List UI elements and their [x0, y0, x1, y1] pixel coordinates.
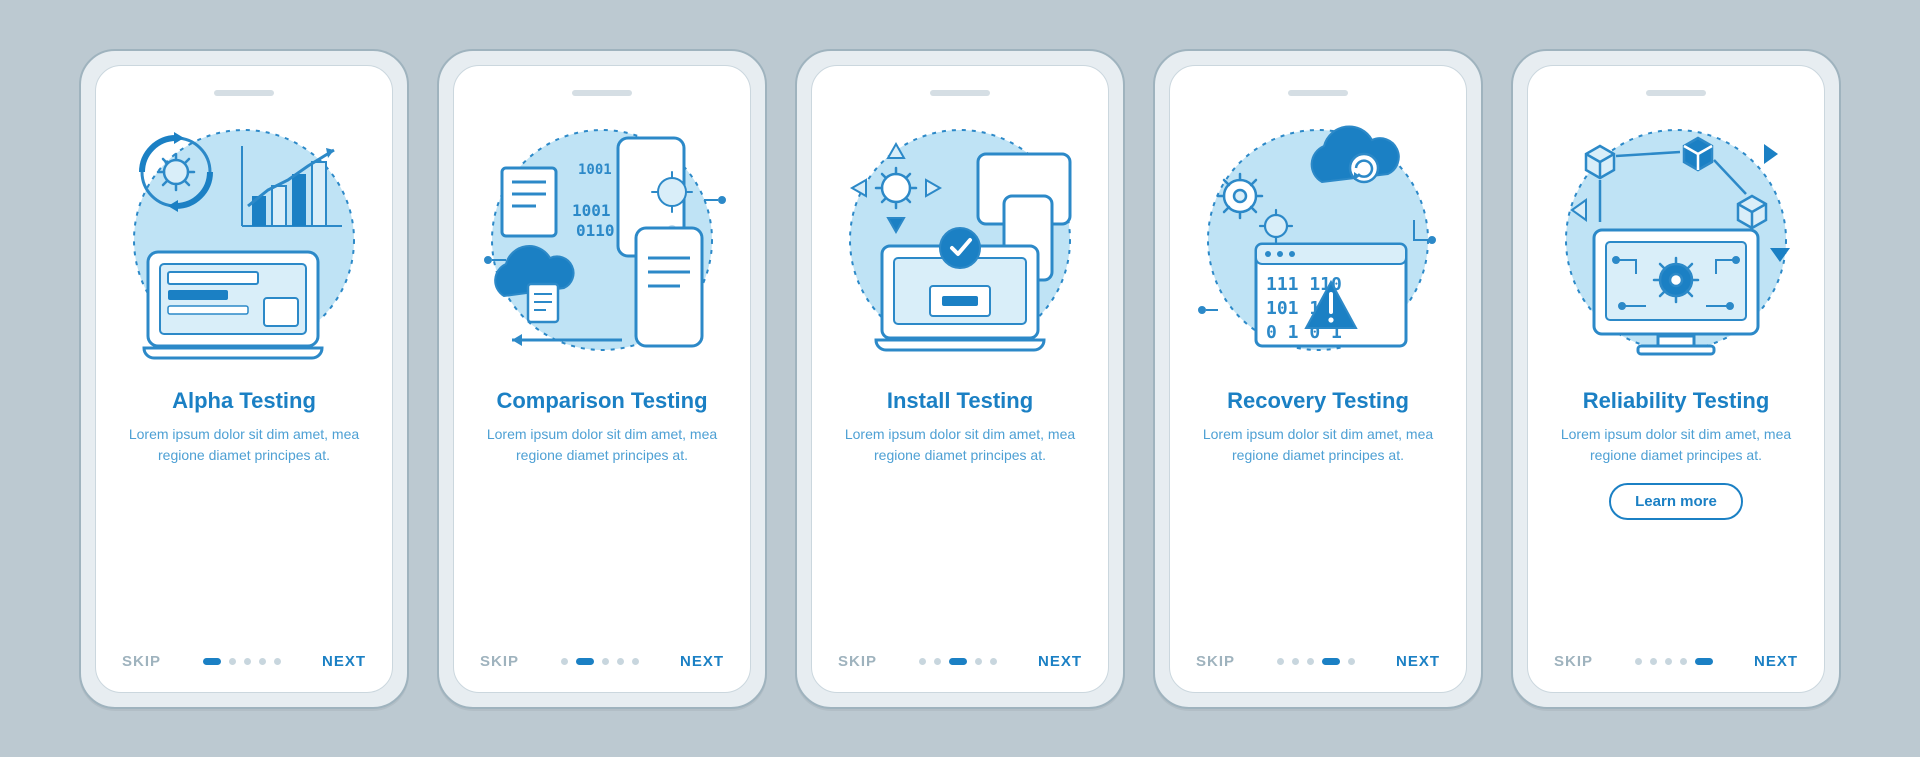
phone-mockup: Install Testing Lorem ipsum dolor sit dim… — [795, 49, 1125, 709]
onboarding-title: Reliability Testing — [1583, 388, 1770, 414]
page-dot[interactable] — [561, 658, 568, 665]
onboarding-screen: Alpha Testing Lorem ipsum dolor sit dim a… — [95, 65, 393, 693]
svg-text:1001: 1001 — [578, 162, 612, 178]
page-indicator — [919, 658, 997, 665]
page-indicator — [1635, 658, 1713, 665]
page-dot[interactable] — [259, 658, 266, 665]
onboarding-description: Lorem ipsum dolor sit dim amet, mea regi… — [1556, 424, 1796, 467]
svg-text:0110: 0110 — [576, 221, 615, 240]
skip-button[interactable]: SKIP — [838, 653, 877, 670]
page-dot[interactable] — [1277, 658, 1284, 665]
onboarding-description: Lorem ipsum dolor sit dim amet, mea regi… — [482, 424, 722, 467]
page-indicator — [1277, 658, 1355, 665]
page-dot[interactable] — [274, 658, 281, 665]
page-dot[interactable] — [203, 658, 221, 665]
recovery-illustration-icon: 111 110 101 101 0 1 0 1 — [1188, 110, 1448, 370]
page-dot[interactable] — [949, 658, 967, 665]
onboarding-footer: SKIP NEXT — [116, 653, 372, 670]
onboarding-title: Comparison Testing — [496, 388, 707, 414]
page-dot[interactable] — [975, 658, 982, 665]
svg-text:1001: 1001 — [572, 201, 611, 220]
learn-more-button[interactable]: Learn more — [1609, 483, 1743, 520]
page-dot[interactable] — [934, 658, 941, 665]
next-button[interactable]: NEXT — [1038, 653, 1082, 670]
alpha-illustration-icon — [114, 110, 374, 370]
phone-speaker — [1288, 90, 1348, 96]
page-dot[interactable] — [617, 658, 624, 665]
comparison-illustration-icon: 1001 1001 0110 — [472, 110, 732, 370]
phone-mockup: Alpha Testing Lorem ipsum dolor sit dim a… — [79, 49, 409, 709]
page-dot[interactable] — [990, 658, 997, 665]
page-dot[interactable] — [1307, 658, 1314, 665]
page-dot[interactable] — [1695, 658, 1713, 665]
page-dot[interactable] — [1680, 658, 1687, 665]
skip-button[interactable]: SKIP — [480, 653, 519, 670]
onboarding-screen: Install Testing Lorem ipsum dolor sit dim… — [811, 65, 1109, 693]
page-dot[interactable] — [229, 658, 236, 665]
onboarding-screen: 1001 1001 0110 Comparison Testing Lorem i… — [453, 65, 751, 693]
phone-speaker — [1646, 90, 1706, 96]
phone-speaker — [214, 90, 274, 96]
page-dot[interactable] — [1650, 658, 1657, 665]
onboarding-description: Lorem ipsum dolor sit dim amet, mea regi… — [840, 424, 1080, 467]
next-button[interactable]: NEXT — [1754, 653, 1798, 670]
page-dot[interactable] — [919, 658, 926, 665]
onboarding-footer: SKIP NEXT — [474, 653, 730, 670]
onboarding-footer: SKIP NEXT — [832, 653, 1088, 670]
next-button[interactable]: NEXT — [1396, 653, 1440, 670]
skip-button[interactable]: SKIP — [1196, 653, 1235, 670]
onboarding-description: Lorem ipsum dolor sit dim amet, mea regi… — [1198, 424, 1438, 467]
page-dot[interactable] — [1322, 658, 1340, 665]
onboarding-screen: Reliability Testing Lorem ipsum dolor sit… — [1527, 65, 1825, 693]
page-dot[interactable] — [1665, 658, 1672, 665]
onboarding-screen: 111 110 101 101 0 1 0 1 Recovery Testing… — [1169, 65, 1467, 693]
phone-speaker — [930, 90, 990, 96]
page-dot[interactable] — [244, 658, 251, 665]
phone-speaker — [572, 90, 632, 96]
onboarding-title: Recovery Testing — [1227, 388, 1409, 414]
reliability-illustration-icon — [1546, 110, 1806, 370]
page-dot[interactable] — [576, 658, 594, 665]
skip-button[interactable]: SKIP — [122, 653, 161, 670]
page-dot[interactable] — [632, 658, 639, 665]
page-indicator — [203, 658, 281, 665]
page-indicator — [561, 658, 639, 665]
install-illustration-icon — [830, 110, 1090, 370]
onboarding-footer: SKIP NEXT — [1548, 653, 1804, 670]
page-dot[interactable] — [1292, 658, 1299, 665]
onboarding-title: Alpha Testing — [172, 388, 316, 414]
page-dot[interactable] — [1635, 658, 1642, 665]
next-button[interactable]: NEXT — [322, 653, 366, 670]
next-button[interactable]: NEXT — [680, 653, 724, 670]
skip-button[interactable]: SKIP — [1554, 653, 1593, 670]
page-dot[interactable] — [602, 658, 609, 665]
onboarding-description: Lorem ipsum dolor sit dim amet, mea regi… — [124, 424, 364, 467]
phone-mockup: 1001 1001 0110 Comparison Testing Lorem i… — [437, 49, 767, 709]
page-dot[interactable] — [1348, 658, 1355, 665]
onboarding-title: Install Testing — [887, 388, 1033, 414]
onboarding-footer: SKIP NEXT — [1190, 653, 1446, 670]
phone-mockup: 111 110 101 101 0 1 0 1 Recovery Testing… — [1153, 49, 1483, 709]
phone-mockup: Reliability Testing Lorem ipsum dolor sit… — [1511, 49, 1841, 709]
